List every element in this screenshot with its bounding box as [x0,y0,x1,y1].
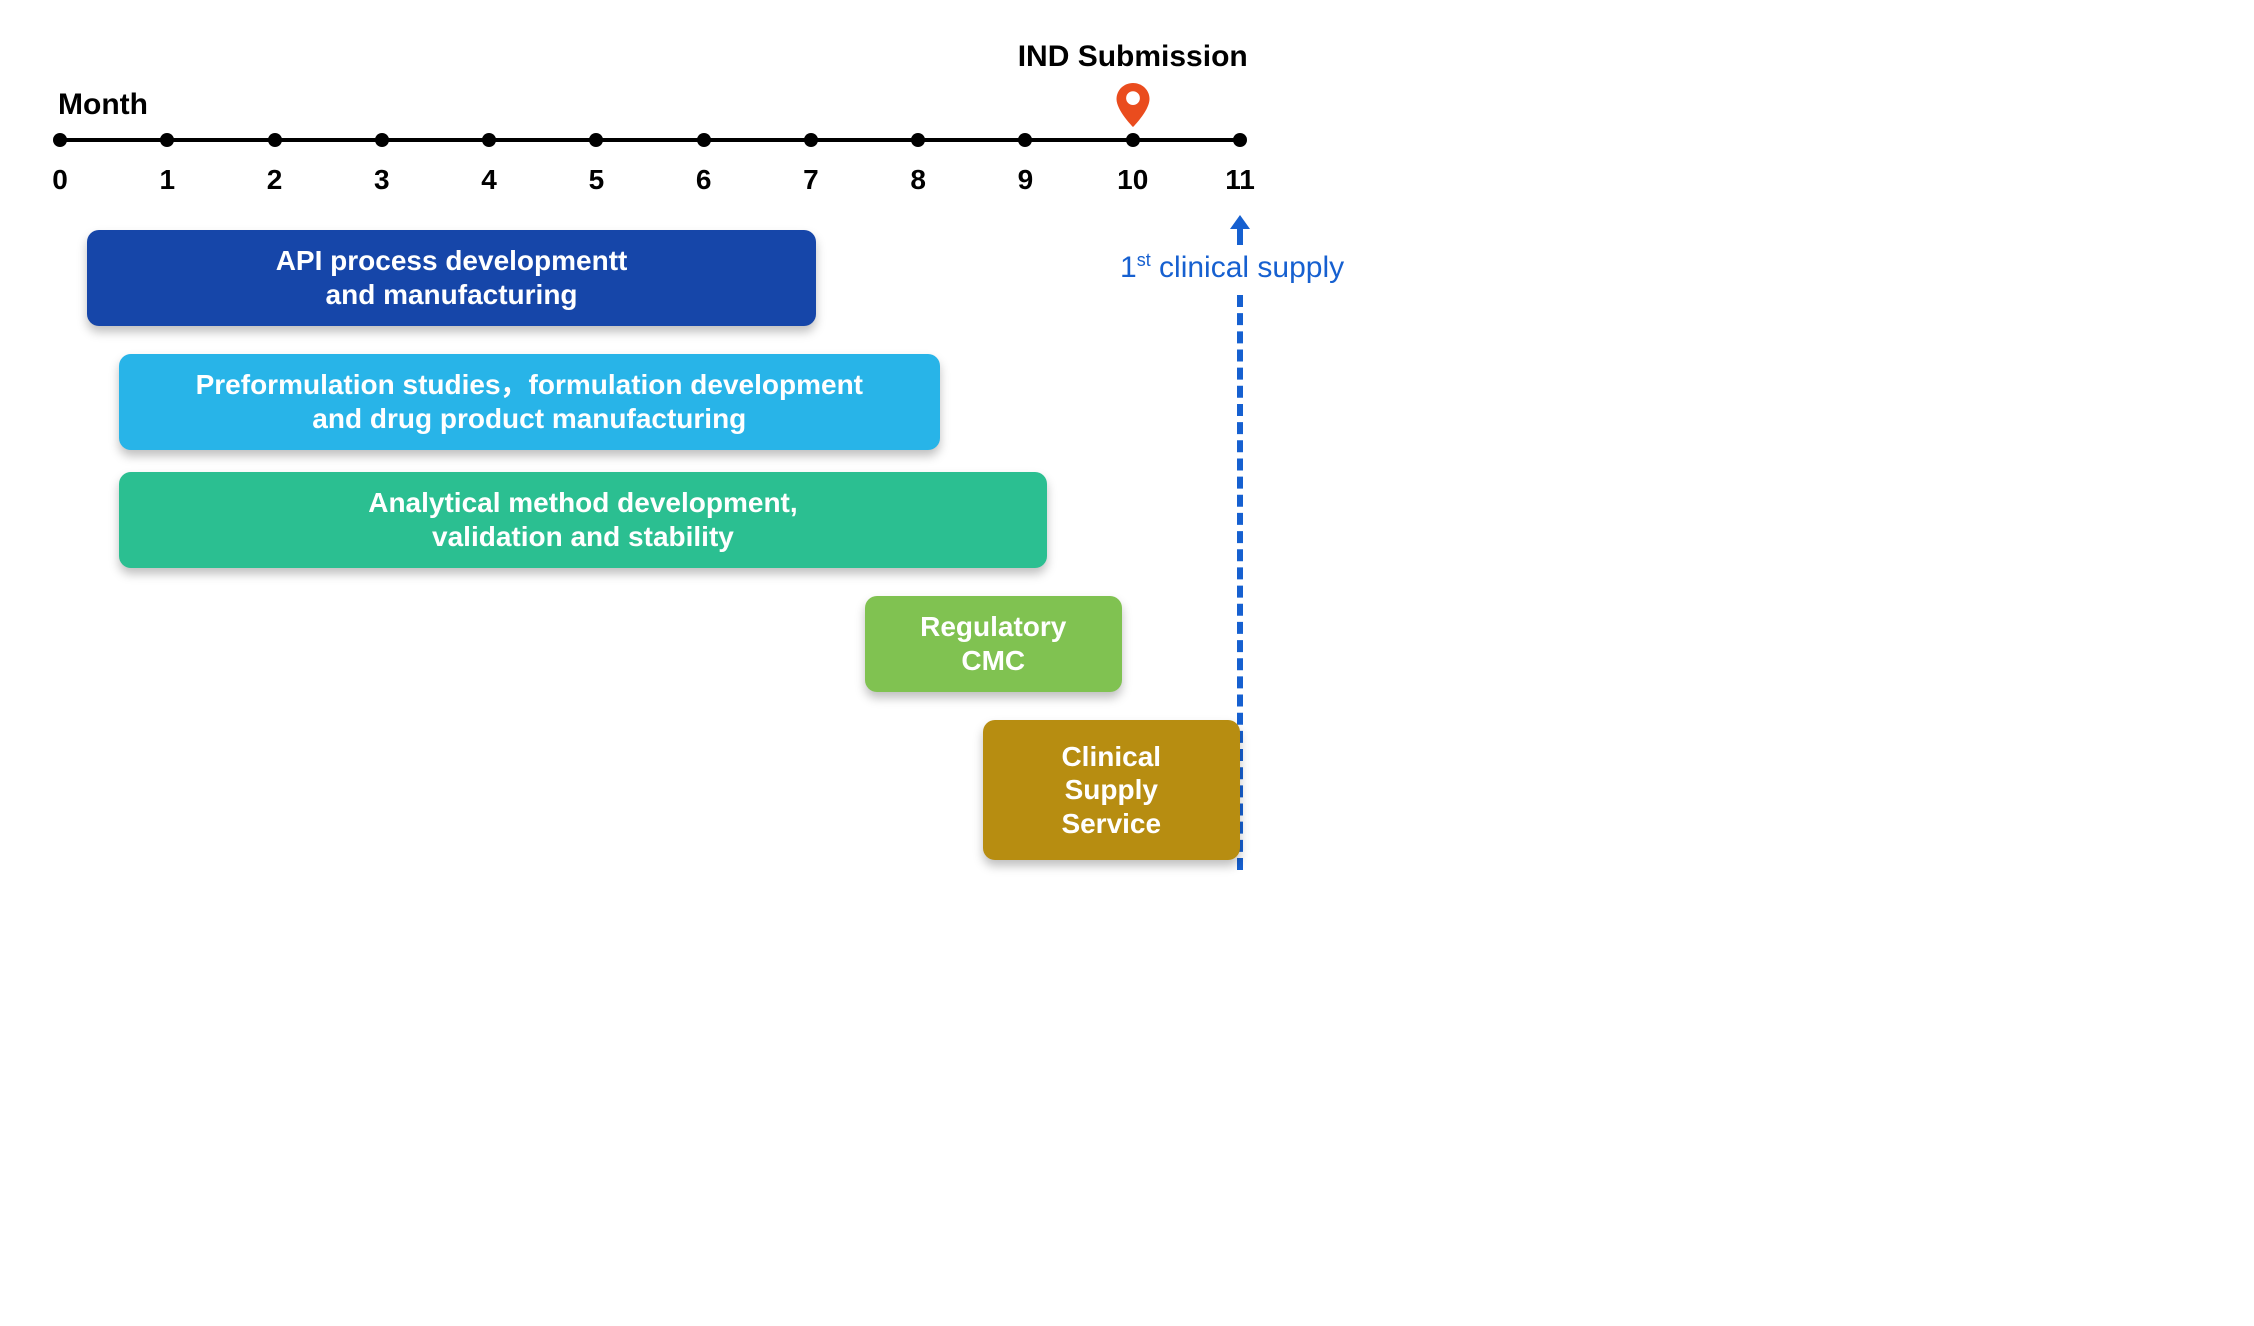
month-axis-label: Month [58,88,148,122]
tick-dot [1018,133,1032,147]
gantt-bar-label: Preformulation studies，formulation devel… [196,368,863,435]
tick-label: 3 [374,164,390,196]
tick-dot [160,133,174,147]
tick-label: 4 [481,164,497,196]
ind-submission-label: IND Submission [1018,40,1248,74]
tick-dot [268,133,282,147]
tick-dot [375,133,389,147]
tick-label: 11 [1225,164,1255,196]
gantt-bar-label: RegulatoryCMC [920,610,1066,677]
tick-dot [697,133,711,147]
tick-dot [53,133,67,147]
timeline-axis [60,138,1240,142]
gantt-bar-label: Analytical method development,validation… [368,486,797,553]
first-clinical-supply-label: 1st clinical supply [1120,250,1344,285]
tick-label: 1 [159,164,175,196]
gantt-bar: Preformulation studies，formulation devel… [119,354,940,450]
tick-label: 2 [267,164,283,196]
tick-dot [589,133,603,147]
tick-label: 7 [803,164,819,196]
gantt-bar: Analytical method development,validation… [119,472,1047,568]
tick-dot [1233,133,1247,147]
location-pin-icon [1116,83,1150,132]
gantt-bar-label: API process developmenttand manufacturin… [276,244,628,311]
tick-dot [1126,133,1140,147]
tick-dot [911,133,925,147]
tick-label: 8 [910,164,926,196]
gantt-chart: Month 0 1 2 3 4 5 6 7 8 9 10 11 IND Submission 1st cli… [40,40,1500,920]
tick-label: 6 [696,164,712,196]
gantt-bar-label: ClinicalSupplyService [1061,740,1161,841]
gantt-bar: API process developmenttand manufacturin… [87,230,816,326]
tick-label: 10 [1117,164,1148,196]
tick-dot [804,133,818,147]
arrow-up-icon [1228,215,1252,250]
gantt-bar: ClinicalSupplyService [983,720,1240,860]
gantt-bar: RegulatoryCMC [865,596,1122,692]
tick-dot [482,133,496,147]
tick-label: 9 [1018,164,1034,196]
tick-label: 0 [52,164,68,196]
tick-label: 5 [589,164,605,196]
